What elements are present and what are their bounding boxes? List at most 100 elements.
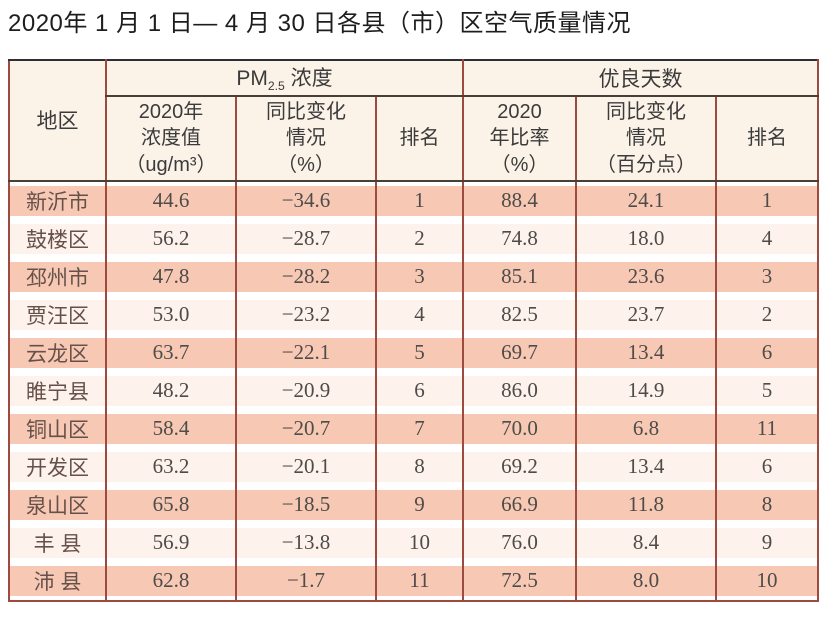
header-good-rate: 2020 年比率 （%） bbox=[462, 95, 577, 182]
value-cell: 14.9 bbox=[575, 371, 717, 410]
value-cell: −22.1 bbox=[235, 333, 376, 372]
value-cell: 6 bbox=[715, 447, 819, 486]
value-cell: 62.8 bbox=[105, 561, 236, 601]
value-cell: 65.8 bbox=[105, 485, 236, 524]
value-cell: 63.7 bbox=[105, 333, 236, 372]
table-row: 泉山区 65.8 −18.5 9 66.9 11.8 8 bbox=[9, 485, 819, 524]
value-cell: 9 bbox=[715, 523, 819, 562]
value-cell: −28.2 bbox=[235, 257, 376, 296]
value-cell: 88.4 bbox=[462, 180, 577, 220]
value-cell: 1 bbox=[374, 180, 464, 220]
region-cell: 开发区 bbox=[9, 448, 106, 486]
table-row: 铜山区 58.4 −20.7 7 70.0 6.8 11 bbox=[9, 409, 819, 448]
value-cell: 44.6 bbox=[105, 180, 236, 220]
value-cell: 10 bbox=[715, 561, 819, 601]
region-cell: 丰 县 bbox=[9, 524, 106, 562]
value-cell: 56.2 bbox=[105, 219, 236, 258]
sub-header-row: 2020年 浓度值 （ug/m³） 同比变化 情况 （%） 排名 2020 年比… bbox=[9, 95, 819, 182]
value-cell: 11 bbox=[715, 409, 819, 448]
table-row: 开发区 63.2 −20.1 8 69.2 13.4 6 bbox=[9, 447, 819, 486]
value-cell: 76.0 bbox=[462, 523, 577, 562]
region-cell: 鼓楼区 bbox=[9, 220, 106, 258]
value-cell: 69.7 bbox=[462, 333, 577, 372]
value-cell: 10 bbox=[374, 523, 464, 562]
value-cell: 3 bbox=[374, 257, 464, 296]
value-cell: −20.7 bbox=[235, 409, 376, 448]
header-pm-rank: 排名 bbox=[374, 95, 464, 182]
value-cell: 2 bbox=[715, 295, 819, 334]
air-quality-table: 地区 PM2.5 浓度 优良天数 2020年 浓度值 （ug/m³） 同比变化 … bbox=[8, 58, 820, 602]
value-cell: −28.7 bbox=[235, 219, 376, 258]
value-cell: 5 bbox=[715, 371, 819, 410]
pm-label-suffix: 浓度 bbox=[284, 67, 333, 91]
value-cell: 11 bbox=[374, 561, 464, 601]
table-row: 沛 县 62.8 −1.7 11 72.5 8.0 10 bbox=[9, 561, 819, 601]
region-cell: 铜山区 bbox=[9, 410, 106, 448]
value-cell: 8 bbox=[715, 485, 819, 524]
value-cell: −18.5 bbox=[235, 485, 376, 524]
value-cell: 23.7 bbox=[575, 295, 717, 334]
table-body: 新沂市 44.6 −34.6 1 88.4 24.1 1 鼓楼区 56.2 −28.7 2 74.8 1… bbox=[9, 180, 819, 601]
region-cell: 新沂市 bbox=[9, 181, 106, 220]
value-cell: 24.1 bbox=[575, 180, 717, 220]
value-cell: −13.8 bbox=[235, 523, 376, 562]
value-cell: −34.6 bbox=[235, 180, 376, 220]
value-cell: 6.8 bbox=[575, 409, 717, 448]
region-cell: 邳州市 bbox=[9, 258, 106, 296]
region-cell: 贾汪区 bbox=[9, 296, 106, 334]
header-region: 地区 bbox=[9, 59, 106, 182]
value-cell: 58.4 bbox=[105, 409, 236, 448]
value-cell: 13.4 bbox=[575, 447, 717, 486]
value-cell: 3 bbox=[715, 257, 819, 296]
group-header-row: 地区 PM2.5 浓度 优良天数 bbox=[9, 59, 819, 182]
table-row: 贾汪区 53.0 −23.2 4 82.5 23.7 2 bbox=[9, 295, 819, 334]
value-cell: 63.2 bbox=[105, 447, 236, 486]
value-cell: −1.7 bbox=[235, 561, 376, 601]
value-cell: 8 bbox=[374, 447, 464, 486]
table-row: 邳州市 47.8 −28.2 3 85.1 23.6 3 bbox=[9, 257, 819, 296]
header-good-rank: 排名 bbox=[715, 95, 819, 182]
value-cell: 4 bbox=[374, 295, 464, 334]
table-header: 地区 PM2.5 浓度 优良天数 2020年 浓度值 （ug/m³） 同比变化 … bbox=[9, 59, 819, 182]
value-cell: 6 bbox=[715, 333, 819, 372]
value-cell: 72.5 bbox=[462, 561, 577, 601]
table-row: 丰 县 56.9 −13.8 10 76.0 8.4 9 bbox=[9, 523, 819, 562]
value-cell: 82.5 bbox=[462, 295, 577, 334]
value-cell: 13.4 bbox=[575, 333, 717, 372]
table-row: 新沂市 44.6 −34.6 1 88.4 24.1 1 bbox=[9, 180, 819, 220]
region-cell: 云龙区 bbox=[9, 334, 106, 372]
value-cell: 5 bbox=[374, 333, 464, 372]
value-cell: 86.0 bbox=[462, 371, 577, 410]
value-cell: 48.2 bbox=[105, 371, 236, 410]
value-cell: 23.6 bbox=[575, 257, 717, 296]
header-good-change: 同比变化 情况 （百分点） bbox=[575, 95, 717, 182]
value-cell: 8.4 bbox=[575, 523, 717, 562]
value-cell: 6 bbox=[374, 371, 464, 410]
table-row: 睢宁县 48.2 −20.9 6 86.0 14.9 5 bbox=[9, 371, 819, 410]
value-cell: 4 bbox=[715, 219, 819, 258]
value-cell: 1 bbox=[715, 180, 819, 220]
value-cell: 11.8 bbox=[575, 485, 717, 524]
value-cell: 66.9 bbox=[462, 485, 577, 524]
value-cell: −20.9 bbox=[235, 371, 376, 410]
value-cell: 18.0 bbox=[575, 219, 717, 258]
region-cell: 沛 县 bbox=[9, 562, 106, 601]
table-row: 鼓楼区 56.2 −28.7 2 74.8 18.0 4 bbox=[9, 219, 819, 258]
value-cell: 8.0 bbox=[575, 561, 717, 601]
header-pm-value: 2020年 浓度值 （ug/m³） bbox=[105, 95, 236, 182]
value-cell: 53.0 bbox=[105, 295, 236, 334]
value-cell: −23.2 bbox=[235, 295, 376, 334]
region-cell: 睢宁县 bbox=[9, 372, 106, 410]
page-title: 2020年 1 月 1 日— 4 月 30 日各县（市）区空气质量情况 bbox=[8, 10, 631, 37]
value-cell: 85.1 bbox=[462, 257, 577, 296]
value-cell: 56.9 bbox=[105, 523, 236, 562]
header-good-days-group: 优良天数 bbox=[462, 59, 819, 97]
value-cell: 47.8 bbox=[105, 257, 236, 296]
table-row: 云龙区 63.7 −22.1 5 69.7 13.4 6 bbox=[9, 333, 819, 372]
value-cell: 9 bbox=[374, 485, 464, 524]
value-cell: 74.8 bbox=[462, 219, 577, 258]
header-pm-change: 同比变化 情况 （%） bbox=[235, 95, 376, 182]
footnote: 注:1.“−”表示下降或减少;2.表中数据采用实况数据统计。 bbox=[8, 616, 817, 620]
pm-label-prefix: PM bbox=[236, 67, 268, 91]
